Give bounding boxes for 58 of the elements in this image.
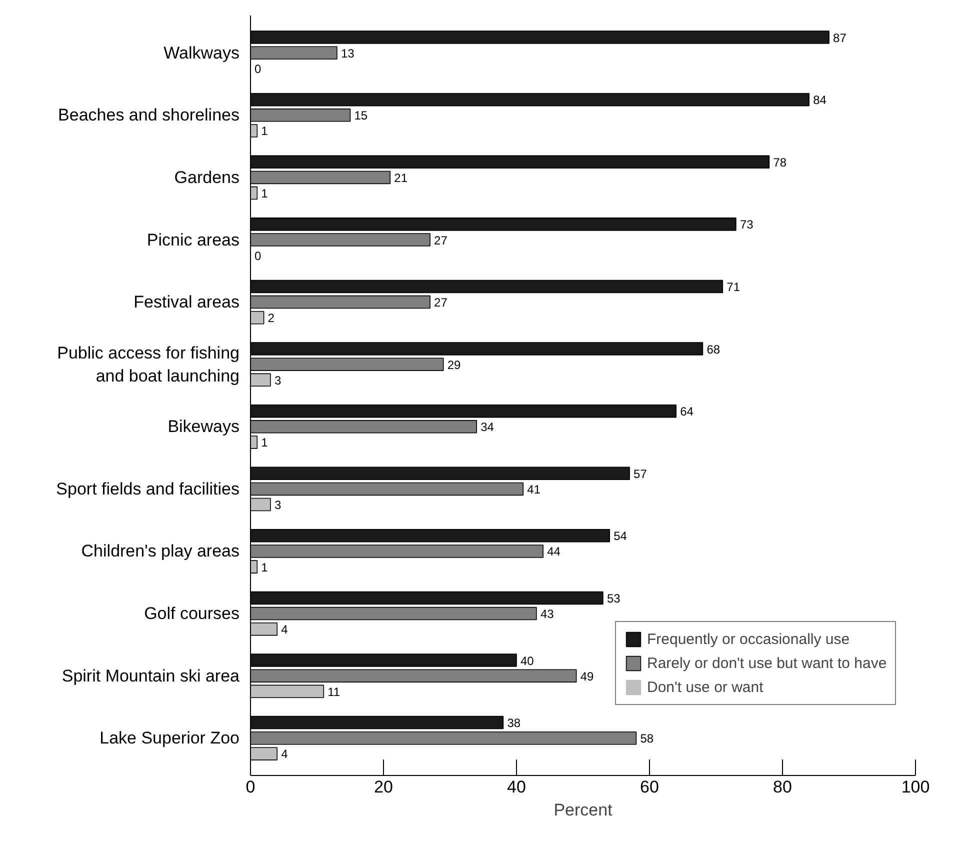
data-label: 43 [540,607,554,622]
data-label: 27 [434,233,448,248]
data-label: 44 [547,544,561,559]
data-label: 78 [773,155,787,170]
data-label: 27 [434,296,448,310]
data-label: 2 [268,311,275,326]
x-tick-label: 20 [374,778,393,796]
y-tick-label: Festival areas [134,292,240,312]
data-label: 73 [740,218,754,232]
y-tick-label: Bikeways [168,417,240,436]
data-label: 38 [507,716,521,730]
data-label: 4 [281,747,288,762]
y-tick-label: Picnic areas [146,230,240,250]
legend-label: Rarely or don't use but want to have [647,654,887,672]
data-label: 1 [261,186,268,201]
y-tick-label: Golf courses [144,604,240,624]
data-label: 84 [813,93,827,108]
y-tick-label: Walkways [164,43,240,62]
data-label: 3 [274,498,282,512]
data-label: 0 [254,248,262,263]
data-label: 49 [580,669,594,684]
x-tick-label: 100 [901,778,930,796]
legend-label: Frequently or occasionally use [647,630,850,648]
data-label: 68 [706,342,720,356]
data-label: 0 [254,62,262,76]
data-label: 53 [606,591,621,606]
data-label: 29 [447,358,462,372]
y-tick-label: Public access for fishing and boat launching [57,343,240,386]
data-label: 34 [480,420,494,434]
y-tick-label: Gardens [174,168,240,187]
data-label: 4 [281,622,288,637]
data-label: 21 [394,170,408,185]
x-tick-label: 40 [507,778,526,796]
data-label: 57 [634,466,648,481]
data-label: 1 [261,124,268,138]
data-label: 41 [527,482,541,496]
data-label: 1 [261,560,268,574]
legend-label: Don't use or want [647,678,764,696]
data-label: 54 [614,529,628,544]
y-tick-label: Lake Superior Zoo [100,728,240,748]
data-label: 58 [640,732,654,746]
data-label: 11 [328,684,340,699]
x-tick-label: 0 [246,778,256,796]
y-tick-label: Beaches and shorelines [58,106,240,125]
y-tick-label: Spirit Mountain ski area [62,666,240,686]
data-label: 15 [354,108,368,123]
data-label: 71 [726,280,740,294]
data-label: 87 [833,30,847,45]
x-axis-title: Percent [554,800,613,820]
y-tick-label: Sport fields and facilities [56,479,240,498]
data-label: 64 [680,404,694,419]
data-label: 13 [340,46,355,60]
data-label: 40 [520,654,534,668]
x-tick-label: 80 [773,778,792,796]
y-tick-label: Children's play areas [81,542,240,561]
data-label: 3 [274,373,282,388]
data-label: 1 [261,436,268,450]
x-tick-label: 60 [640,778,659,796]
